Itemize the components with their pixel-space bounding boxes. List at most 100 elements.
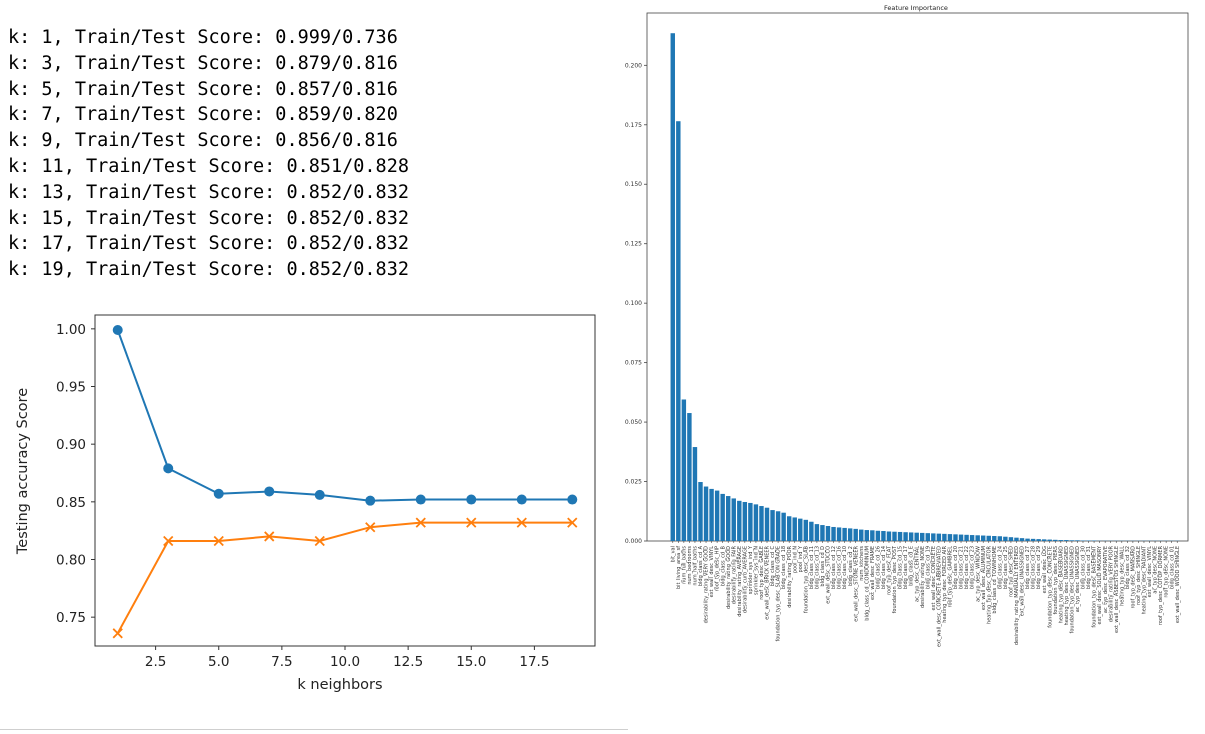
feature-bar — [792, 517, 797, 541]
fi-x-tick-label: ac_typ_desc_WINDOW — [975, 546, 981, 602]
fi-x-tick-label: pool_ind_Y — [798, 545, 804, 572]
fi-y-tick-label: 0.075 — [625, 360, 642, 367]
feature-bar — [725, 496, 731, 541]
feature-bar — [748, 502, 753, 541]
feature-bar — [975, 535, 980, 541]
fi-x-tick-label: roof_typ_desc_COTOP_DORMER — [1158, 545, 1164, 625]
feature-bar — [1069, 540, 1075, 541]
feature-bar — [775, 511, 781, 541]
fi-x-tick-label: bit_living_area_sf — [676, 546, 682, 589]
feature-importance-frame — [646, 12, 1189, 542]
knn-series-line-1 — [116, 521, 573, 634]
feature-bar — [720, 493, 725, 541]
knn-axes — [94, 314, 596, 647]
feature-bar — [1030, 538, 1036, 541]
feature-importance-x-ticks: bit_val bit_living_area_sf num_full_baths n… — [670, 541, 1181, 647]
feature-bar — [825, 526, 831, 541]
fi-x-tick-label: desirability_rating_FAIR — [731, 545, 737, 604]
feature-bar — [842, 527, 847, 541]
log-line: k: 9, Train/Test Score: 0.856/0.816 — [8, 130, 398, 152]
log-line: k: 19, Train/Test Score: 0.852/0.832 — [8, 259, 409, 281]
feature-bar — [853, 528, 858, 541]
fi-x-tick-label: foundation_typ_desc_SLAB — [803, 545, 809, 613]
knn-y-axis-label: Testing accuracy Score — [15, 388, 31, 555]
fi-x-tick-label: bldg_class_cd_13 — [815, 546, 821, 589]
fi-x-tick-label: desirability_curb_AVERAGE — [742, 546, 748, 613]
fi-x-tick-label: foundation_typ_desc_BASEMENT — [1092, 545, 1098, 628]
knn-accuracy-chart: 2.5 5.0 7.5 10.0 12.5 15.0 17.5 0.75 0.80 0.85 0.9… — [15, 314, 596, 693]
feature-bar — [969, 535, 975, 541]
knn-point — [314, 489, 325, 500]
feature-bar — [897, 531, 903, 541]
fi-x-tick-label: bldg_class_cd_22 — [964, 546, 970, 589]
fi-x-tick-label: sprinkler_sys_ind_Y — [748, 545, 754, 594]
knn-point — [516, 517, 527, 528]
fi-x-tick-label: ac_typ_desc_EVAPORATIVE — [1103, 546, 1109, 613]
feature-bar — [992, 536, 997, 541]
knn-y-tick-label: 0.75 — [56, 610, 86, 626]
fi-x-tick-label: ext_wall_desc_UNASSIGNED — [1020, 546, 1026, 616]
feature-bar — [1014, 537, 1019, 541]
feature-bar — [831, 526, 836, 541]
feature-bar — [931, 533, 936, 541]
knn-point — [567, 494, 578, 505]
feature-bar — [997, 536, 1003, 541]
feature-bar — [759, 506, 764, 541]
feature-bar — [692, 447, 698, 541]
knn-point — [264, 486, 275, 497]
feature-bar — [847, 528, 853, 541]
feature-bar — [670, 33, 675, 541]
fi-y-tick-label: 0.100 — [625, 300, 642, 307]
feature-importance-bars — [670, 33, 1180, 541]
fi-x-tick-label: num_half_baths — [693, 546, 699, 586]
log-line: k: 1, Train/Test Score: 0.999/0.736 — [8, 27, 398, 48]
fi-x-tick-label: foundation_typ_desc_SLAB ON GRADE — [776, 546, 782, 642]
feature-bar — [742, 501, 748, 541]
fi-x-tick-label: ext_wall_desc_FRAME — [870, 546, 876, 600]
fi-x-tick-label: ext_wall_desc_WOOD SHINGLE — [1175, 546, 1181, 623]
log-line: k: 11, Train/Test Score: 0.851/0.828 — [8, 155, 409, 177]
fi-x-tick-label: bldg_class_cd_19 — [925, 546, 931, 589]
fi-x-tick-label: desirability_rating_GOOD — [726, 546, 732, 609]
feature-bar — [1036, 539, 1041, 541]
feature-bar — [920, 532, 925, 541]
feature-bar — [798, 518, 803, 541]
fi-x-tick-label: ac_typ_desc_CENTRAL — [914, 546, 920, 602]
fi-x-tick-label: desirability_rating_AVERAGE — [737, 546, 743, 617]
log-line: k: 7, Train/Test Score: 0.859/0.820 — [8, 104, 398, 126]
fi-x-tick-label: desirability_rating_NONE — [920, 546, 926, 608]
feature-importance-chart: Feature Importance 0.0000.0250.0500.0750… — [625, 4, 1189, 647]
fi-x-tick-label: roof_typ_desc_SHED — [1009, 546, 1015, 597]
fi-x-tick-label: ext_wall_desc_CONCRETE ABBREVIATED — [936, 546, 942, 647]
feature-bar — [1053, 539, 1058, 541]
knn-point — [213, 535, 224, 547]
feature-bar — [698, 482, 703, 541]
knn-x-tick-label: 2.5 — [145, 654, 166, 670]
knn-point — [516, 494, 527, 505]
fi-x-tick-label: ext_wall_desc_STUCCO — [826, 546, 832, 604]
training-log-output: k: 1, Train/Test Score: 0.999/0.736 k: 3,… — [8, 25, 409, 283]
log-line: k: 13, Train/Test Score: 0.852/0.832 — [8, 181, 409, 203]
fi-x-tick-label: bldg_class_cd_21 — [959, 546, 965, 589]
feature-bar — [953, 534, 958, 541]
fi-x-tick-label: bldg_class_cd_2 — [848, 546, 854, 586]
feature-bar — [881, 531, 886, 541]
fi-x-tick-label: num_kitchens — [859, 546, 865, 581]
knn-y-tick-label: 0.90 — [56, 437, 86, 453]
feature-bar — [1041, 539, 1047, 541]
knn-point — [213, 488, 224, 499]
feature-bar — [714, 490, 720, 541]
fi-x-tick-label: sprinkler_sys_ind_N — [754, 546, 760, 595]
knn-y-tick-label: 1.00 — [56, 322, 86, 338]
fi-x-tick-label: bldg_class_cd_20 — [953, 546, 959, 589]
fi-x-tick-label: foundation_typ_desc_CONCRETE — [1047, 546, 1053, 628]
fi-x-tick-label: num_bedrooms — [687, 546, 693, 585]
fi-x-tick-label: bldg_class_cd_D — [820, 546, 826, 587]
fi-y-tick-label: 0.150 — [625, 181, 642, 188]
fi-y-tick-label: 0.175 — [625, 122, 642, 129]
feature-bar — [936, 533, 942, 541]
feature-bar — [681, 399, 687, 541]
knn-ticks: 2.5 5.0 7.5 10.0 12.5 15.0 17.5 0.75 0.80 0.85 0.9… — [56, 322, 549, 670]
knn-x-tick-label: 15.0 — [456, 654, 486, 670]
fi-x-tick-label: foundation_typ_desc_POST — [892, 545, 898, 613]
